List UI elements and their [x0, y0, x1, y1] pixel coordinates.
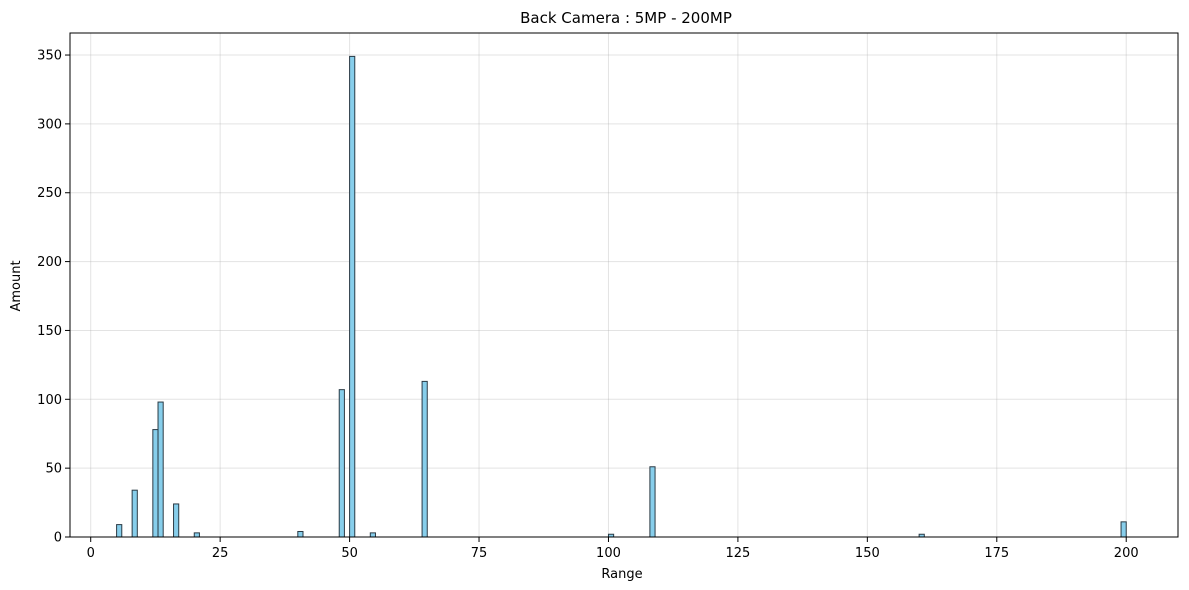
x-tick-label: 175 [984, 546, 1009, 561]
x-tick-label: 25 [212, 546, 229, 561]
y-axis-ticks: 0 50 100 150 200 250 300 350 [37, 49, 70, 546]
x-axis-label: Range [601, 567, 642, 582]
x-tick-label: 50 [341, 546, 358, 561]
histogram-bar [1120, 521, 1127, 538]
y-tick-label: 200 [37, 255, 62, 270]
x-tick-label: 125 [725, 546, 750, 561]
histogram-bar [649, 466, 656, 538]
y-tick-label: 350 [37, 49, 62, 64]
y-axis-label: Amount [9, 260, 24, 311]
histogram-bar [297, 530, 304, 538]
histogram-bar [369, 532, 376, 538]
x-axis-ticks: 0 25 50 75 100 125 150 175 200 [87, 537, 1139, 561]
y-tick-label: 0 [54, 531, 62, 546]
histogram-bar [131, 489, 138, 538]
y-tick-label: 100 [37, 393, 62, 408]
histogram-bar [173, 503, 180, 538]
x-tick-label: 75 [471, 546, 488, 561]
y-tick-label: 300 [37, 117, 62, 132]
chart-title: Back Camera : 5MP - 200MP [520, 9, 732, 27]
histogram-bar [349, 55, 356, 538]
y-tick-label: 50 [45, 462, 62, 477]
y-tick-label: 250 [37, 186, 62, 201]
histogram-bar [193, 532, 200, 538]
plot-frame [69, 32, 1179, 538]
histogram-bar [152, 429, 159, 538]
x-tick-label: 0 [87, 546, 95, 561]
histogram-bar [116, 524, 123, 538]
x-tick-label: 150 [855, 546, 880, 561]
histogram-bar [421, 380, 428, 538]
x-tick-label: 100 [596, 546, 621, 561]
y-tick-label: 150 [37, 324, 62, 339]
x-tick-label: 200 [1114, 546, 1139, 561]
histogram-bar [157, 401, 164, 538]
histogram-bar [338, 389, 345, 538]
